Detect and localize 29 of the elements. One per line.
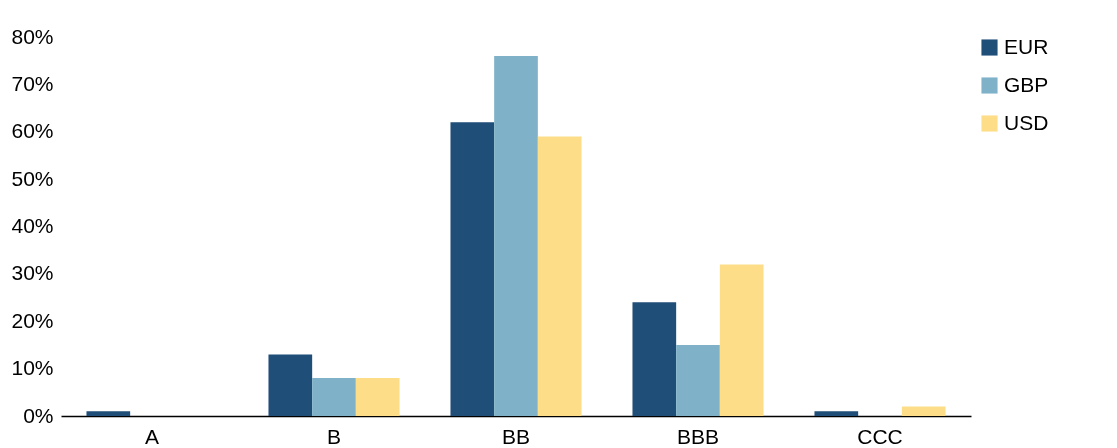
- y-tick-label: 60%: [11, 119, 54, 143]
- bar: [901, 406, 946, 416]
- y-tick-label: 70%: [11, 71, 54, 95]
- bar: [537, 136, 582, 416]
- y-tick-label: 10%: [11, 356, 54, 380]
- y-tick-label: 0%: [23, 403, 54, 427]
- bar: [676, 344, 720, 416]
- bar: [814, 411, 859, 416]
- legend-label: EUR: [1004, 34, 1049, 58]
- x-tick-label: BBB: [676, 424, 720, 448]
- bar: [355, 378, 400, 416]
- x-tick-label: BB: [501, 424, 531, 448]
- bar: [719, 264, 764, 416]
- bar: [86, 411, 131, 416]
- y-tick-label: 40%: [11, 214, 54, 237]
- bar: [268, 354, 313, 416]
- bar: [632, 302, 677, 416]
- x-tick-label: CCC: [857, 424, 903, 448]
- x-tick-label: B: [326, 424, 342, 448]
- y-tick-label: 20%: [11, 308, 54, 332]
- bar: [494, 55, 538, 416]
- y-tick-label: 30%: [11, 261, 54, 285]
- legend-label: USD: [1004, 110, 1049, 134]
- y-tick-label: 50%: [11, 166, 54, 190]
- y-tick-label: 80%: [11, 24, 54, 48]
- legend-label: GBP: [1004, 72, 1049, 96]
- x-tick-label: A: [144, 424, 160, 448]
- bar: [450, 122, 495, 416]
- bar: [312, 378, 356, 416]
